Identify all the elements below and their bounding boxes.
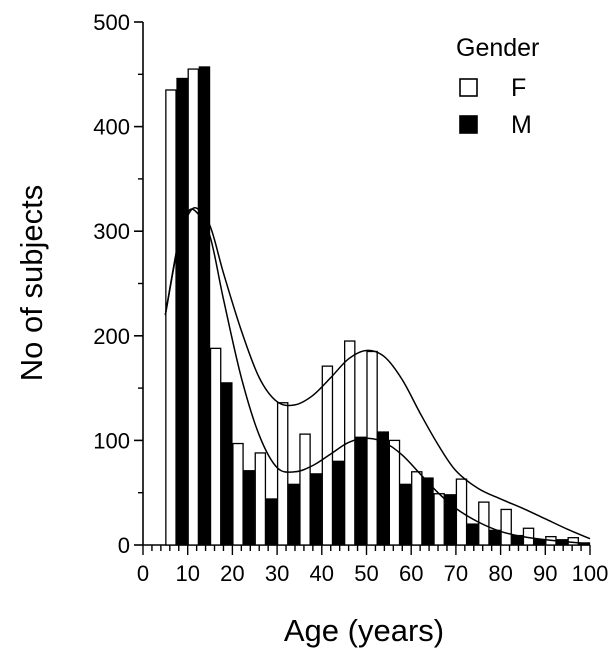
bar-f-37.5 [299, 433, 311, 546]
bar-f-32.5 [276, 402, 289, 546]
x-tick-label: 40 [310, 561, 334, 586]
x-tick-label: 100 [572, 561, 609, 586]
bar-f-17.5 [209, 347, 222, 546]
x-tick-label: 0 [137, 561, 149, 586]
x-tick-label: 70 [444, 561, 468, 586]
bar-m-77.5 [489, 529, 501, 546]
bar-f-57.5 [388, 439, 401, 546]
density-curve-m [164, 208, 591, 545]
x-axis: 0 10 20 30 40 50 60 70 80 90 100 [137, 544, 609, 586]
y-axis: 0 100 200 300 400 500 [93, 10, 144, 558]
bar-m-57.5 [399, 483, 412, 546]
y-tick-label: 200 [93, 324, 130, 349]
bar-m-7.5 [176, 77, 188, 546]
bar-f-12.5 [187, 68, 200, 546]
bar-m-37.5 [310, 473, 322, 546]
legend-label-m: M [511, 111, 532, 139]
y-tick-label: 400 [93, 115, 130, 140]
legend: Gender F M [456, 34, 539, 139]
legend-swatch-m [459, 115, 478, 134]
y-tick-label: 300 [93, 219, 130, 244]
bar-m-22.5 [243, 470, 255, 546]
bar-m-72.5 [466, 523, 479, 546]
density-curve-f [164, 207, 591, 540]
legend-title: Gender [456, 34, 539, 62]
x-tick-label: 80 [488, 561, 512, 586]
bar-m-32.5 [288, 483, 300, 546]
y-tick-label: 100 [93, 428, 130, 453]
x-tick-label: 90 [533, 561, 557, 586]
bar-f-7.5 [165, 89, 177, 546]
x-tick-label: 60 [399, 561, 423, 586]
x-tick-label: 10 [175, 561, 199, 586]
bar-m-87.5 [533, 539, 546, 546]
bar-m-17.5 [221, 382, 233, 546]
bar-m-27.5 [265, 498, 278, 546]
legend-swatch-f [459, 78, 478, 97]
bar-m-42.5 [332, 460, 345, 546]
bar-f-77.5 [478, 501, 490, 546]
legend-label-f: F [511, 74, 526, 102]
x-tick-label: 50 [354, 561, 378, 586]
x-tick-label: 20 [220, 561, 244, 586]
bar-m-67.5 [444, 494, 457, 546]
bar-m-62.5 [422, 477, 434, 546]
bar-m-47.5 [355, 436, 367, 546]
y-tick-label: 0 [118, 533, 130, 558]
density-curves [164, 207, 591, 545]
bar-f-62.5 [411, 471, 423, 546]
x-axis-title: Age (years) [284, 613, 444, 648]
x-tick-label: 30 [265, 561, 289, 586]
bar-f-47.5 [343, 340, 356, 546]
y-tick-label: 500 [93, 10, 130, 35]
bar-f-52.5 [366, 350, 378, 546]
bar-m-52.5 [377, 431, 389, 546]
y-axis-title: No of subjects [14, 185, 49, 381]
bar-f-27.5 [254, 452, 267, 546]
bar-m-12.5 [198, 66, 211, 546]
bar-f-67.5 [433, 493, 445, 546]
bar-f-82.5 [500, 508, 512, 546]
bar-f-22.5 [232, 442, 244, 546]
